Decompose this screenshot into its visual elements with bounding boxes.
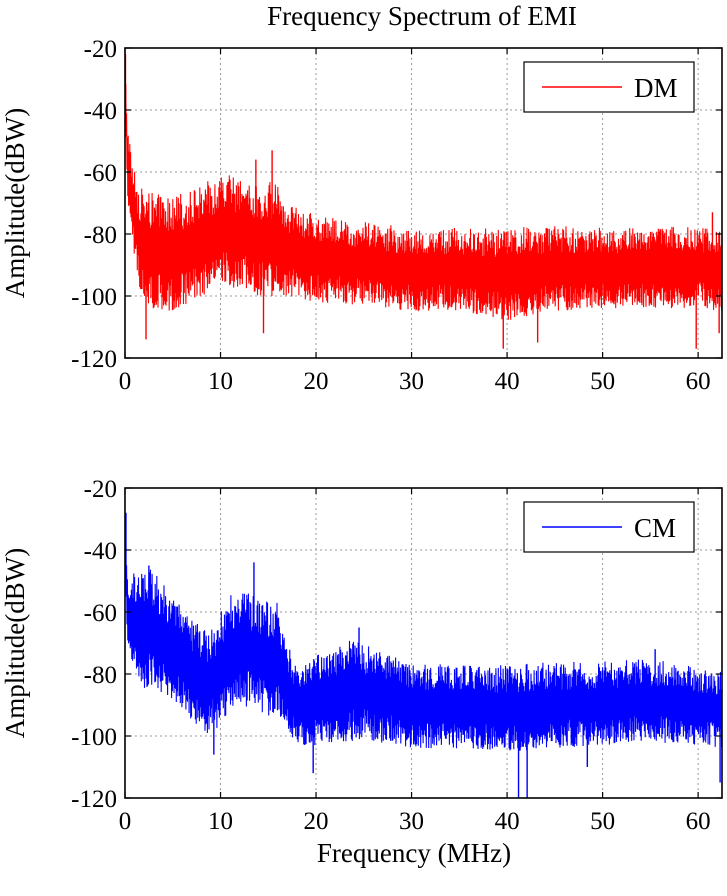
x-tick-label: 20 [304,808,329,835]
y-tick-label: -120 [71,346,117,373]
y-tick-label: -80 [84,222,117,249]
series-cm-trace [124,525,723,751]
y-tick-label: -20 [84,476,117,503]
x-tick-label: 30 [399,808,424,835]
x-tick-label: 60 [686,808,711,835]
y-tick-label: -40 [84,538,117,565]
y-tick-label: -40 [84,98,117,125]
y-axis-label: Amplitude(dBW) [0,548,30,738]
x-tick-label: 0 [119,808,132,835]
x-tick-label: 60 [686,368,711,395]
y-tick-label: -80 [84,662,117,689]
x-tick-label: 0 [119,368,132,395]
y-tick-label: -60 [84,160,117,187]
legend-label-cm: CM [634,513,676,543]
series-dm-trace [124,67,723,320]
y-tick-label: -20 [84,36,117,63]
legend: CM [523,501,695,553]
x-tick-label: 30 [399,368,424,395]
legend-label-dm: DM [634,73,678,103]
x-tick-label: 10 [208,368,233,395]
y-tick-label: -100 [71,724,117,751]
axes-frame [124,487,723,799]
cm-spectrum-panel: 0 10 20 30 40 50 60 -20 -40 -60 -80 -100 -120 Amplitu… [0,476,723,835]
y-axis-label: Amplitude(dBW) [0,108,30,298]
x-tick-label: 20 [304,368,329,395]
x-axis-label: Frequency (MHz) [317,838,511,868]
x-tick-label: 40 [495,808,520,835]
x-tick-label: 50 [590,808,615,835]
x-tick-label: 50 [590,368,615,395]
x-tick-label: 40 [495,368,520,395]
axes-frame [124,47,723,359]
dm-spectrum-panel: 0 10 20 30 40 50 60 -20 -40 -60 -80 -100 -120 Amplitu… [0,36,723,395]
y-tick-label: -60 [84,600,117,627]
figure-title: Frequency Spectrum of EMI [267,1,577,31]
y-tick-label: -120 [71,786,117,813]
x-tick-label: 10 [208,808,233,835]
y-tick-label: -100 [71,284,117,311]
legend: DM [523,61,695,113]
